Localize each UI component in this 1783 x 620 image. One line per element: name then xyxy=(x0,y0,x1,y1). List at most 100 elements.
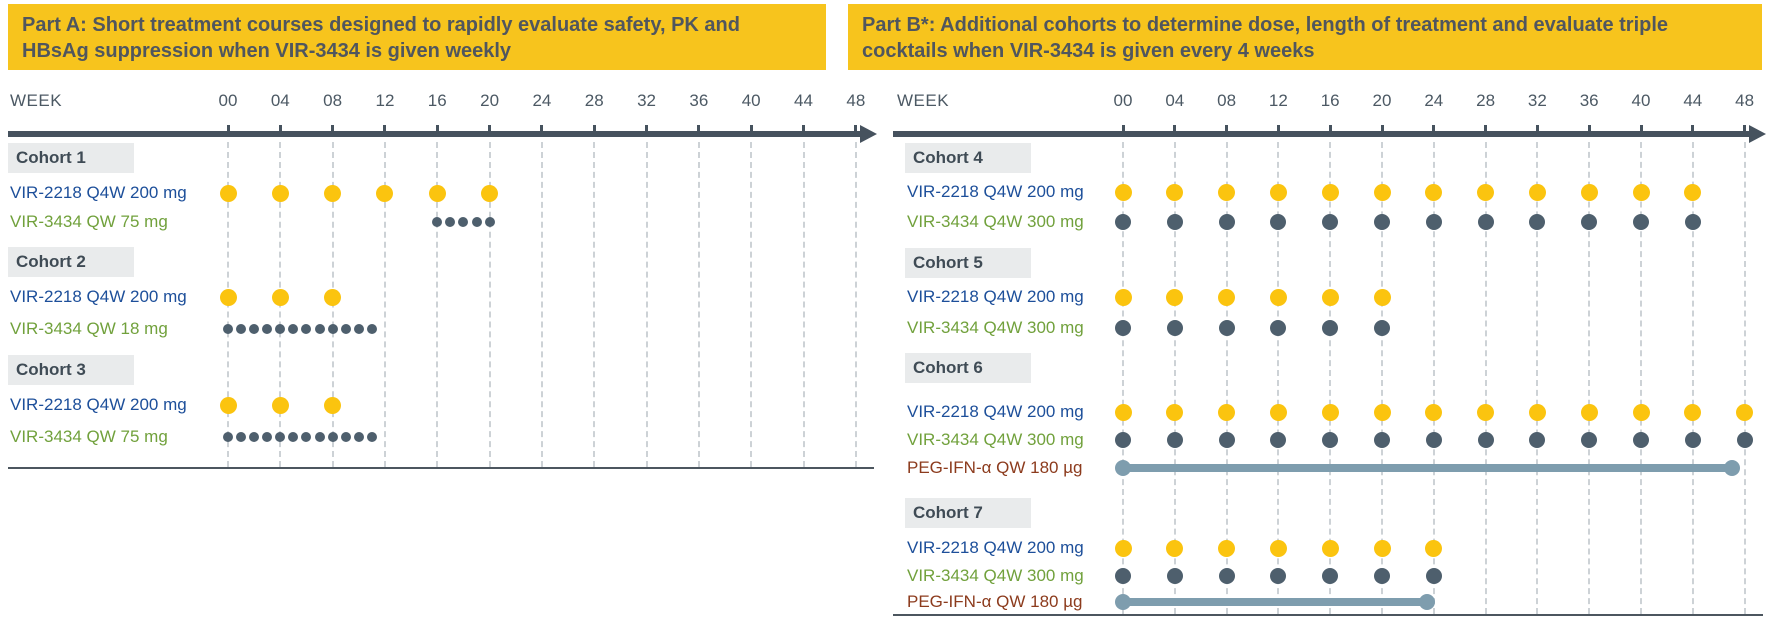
dose-dot xyxy=(271,184,289,202)
axis-tick-mark xyxy=(226,125,230,131)
axis-tick-mark xyxy=(1691,125,1695,131)
dose-dot xyxy=(1115,214,1131,230)
week-gridline xyxy=(593,142,596,467)
dose-dot xyxy=(1269,288,1287,306)
dose-dot xyxy=(481,184,499,202)
axis-tick-mark xyxy=(1432,125,1436,131)
week-gridline xyxy=(854,142,857,467)
treatment-row-label: VIR-2218 Q4W 200 mg xyxy=(10,183,187,202)
axis-tick-mark xyxy=(645,125,649,131)
treatment-row-label: VIR-3434 QW 75 mg xyxy=(10,212,168,231)
axis-tick-mark xyxy=(697,125,701,131)
dose-dot xyxy=(1270,568,1287,584)
treatment-row-label: VIR-3434 Q4W 300 mg xyxy=(907,212,1084,231)
dose-dot xyxy=(1114,183,1132,201)
week-gridline xyxy=(1640,142,1642,614)
dose-dot xyxy=(324,288,342,306)
dose-dot xyxy=(445,217,456,227)
dose-dot xyxy=(1684,214,1701,230)
dose-dot xyxy=(219,288,237,306)
dose-dot xyxy=(353,432,364,442)
week-gridline xyxy=(1432,142,1435,614)
dose-dot xyxy=(353,324,364,334)
axis-tick-mark xyxy=(1535,125,1539,131)
dose-dot xyxy=(1632,403,1650,421)
dose-dot xyxy=(327,432,338,442)
dose-dot xyxy=(1684,183,1702,201)
week-gridline xyxy=(383,142,386,467)
treatment-row-label: VIR-3434 QW 75 mg xyxy=(10,427,168,446)
dose-dot xyxy=(314,432,325,442)
week-axis-label: WEEK xyxy=(10,91,63,110)
week-gridline xyxy=(1173,142,1176,614)
dose-dot xyxy=(1580,183,1598,201)
dose-dot xyxy=(1166,568,1183,584)
dose-dot xyxy=(219,184,237,202)
week-tick-label: 28 xyxy=(1476,91,1496,110)
dose-dot xyxy=(1114,403,1132,421)
week-gridline xyxy=(802,142,805,467)
axis-tick-mark xyxy=(592,125,596,131)
axis-tick-mark xyxy=(278,125,282,131)
dose-dot xyxy=(249,324,260,334)
week-gridline xyxy=(697,142,700,467)
week-tick-label: 16 xyxy=(427,91,447,110)
dose-dot xyxy=(1218,320,1235,336)
week-gridline xyxy=(1536,142,1539,614)
week-tick-label: 40 xyxy=(741,91,761,110)
dose-dot xyxy=(1269,403,1287,421)
dose-dot xyxy=(314,324,325,334)
dose-dot xyxy=(1115,568,1131,584)
week-tick-label: 36 xyxy=(689,91,709,110)
dose-dot xyxy=(1528,403,1546,421)
dose-dot xyxy=(1269,539,1287,557)
axis-tick-mark xyxy=(1587,125,1591,131)
dose-dot xyxy=(324,184,342,202)
dose-dot xyxy=(262,432,273,442)
panel-bottom-line xyxy=(893,614,1763,616)
dose-dot xyxy=(1218,568,1235,584)
week-tick-label: 20 xyxy=(480,91,500,110)
dose-dot xyxy=(275,324,286,334)
cohort-label: Cohort 2 xyxy=(8,247,134,277)
dose-dot xyxy=(1166,288,1184,306)
dose-dot xyxy=(1425,568,1442,584)
dose-dot xyxy=(301,432,312,442)
dose-dot xyxy=(1425,403,1443,421)
dose-dot xyxy=(1373,288,1391,306)
week-tick-label: 36 xyxy=(1579,91,1599,110)
dose-dot xyxy=(1425,183,1443,201)
dose-dot xyxy=(1321,539,1339,557)
dose-dot xyxy=(1270,320,1287,336)
week-gridline xyxy=(1277,142,1280,614)
dose-dot xyxy=(1166,183,1184,201)
dose-dot xyxy=(1580,403,1598,421)
dose-dot xyxy=(1322,568,1339,584)
week-tick-label: 04 xyxy=(1165,91,1185,110)
dose-dot xyxy=(432,217,443,227)
week-tick-label: 32 xyxy=(1527,91,1547,110)
dose-dot xyxy=(1529,432,1546,448)
timeline-axis xyxy=(893,131,1749,137)
treatment-row-label: VIR-3434 QW 18 mg xyxy=(10,319,168,338)
axis-tick-mark xyxy=(331,125,335,131)
dose-dot xyxy=(1477,214,1494,230)
dose-dot xyxy=(1269,183,1287,201)
dose-dot xyxy=(1218,183,1236,201)
dose-dot xyxy=(1270,432,1287,448)
week-gridline xyxy=(436,142,439,467)
treatment-row-label: VIR-2218 Q4W 200 mg xyxy=(907,402,1084,421)
treatment-bar-endcap xyxy=(1115,594,1131,610)
treatment-row-label: VIR-3434 Q4W 300 mg xyxy=(907,318,1084,337)
treatment-row-label: VIR-3434 Q4W 300 mg xyxy=(907,430,1084,449)
dose-dot xyxy=(327,324,338,334)
part-b-header: Part B*: Additional cohorts to determine… xyxy=(848,4,1762,70)
week-gridline xyxy=(1381,142,1383,614)
dose-dot xyxy=(223,432,233,442)
week-tick-label: 48 xyxy=(846,91,866,110)
dose-dot xyxy=(1166,539,1184,557)
week-tick-label: 12 xyxy=(1268,91,1288,110)
week-tick-label: 44 xyxy=(794,91,813,110)
timeline-arrowhead-icon xyxy=(859,125,877,143)
cohort-label: Cohort 6 xyxy=(905,353,1031,383)
